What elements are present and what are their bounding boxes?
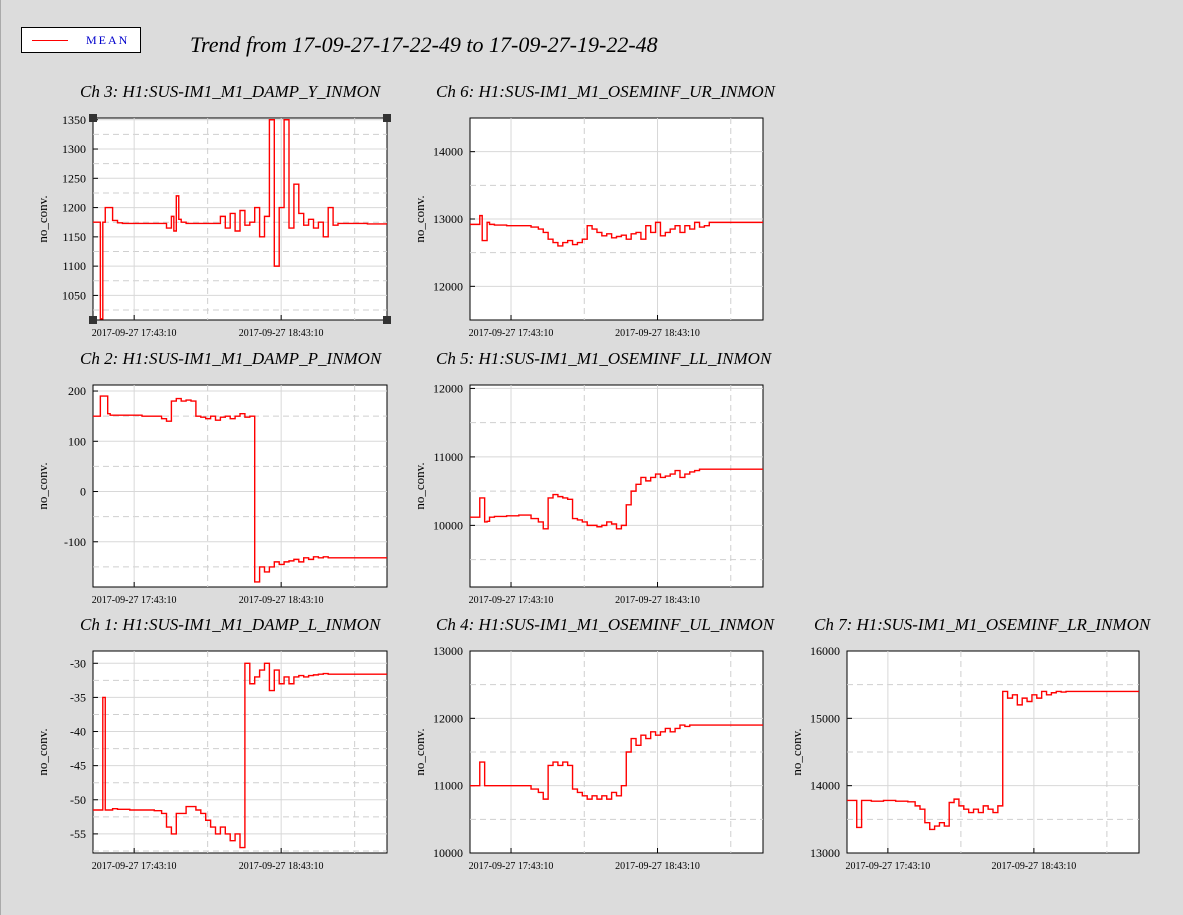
x-tick-label: 2017-09-27 18:43:10 bbox=[615, 861, 700, 872]
y-tick-label: -35 bbox=[70, 690, 86, 704]
plot-area bbox=[469, 384, 764, 588]
x-tick-label: 2017-09-27 18:43:10 bbox=[239, 861, 324, 872]
chart-panel-4: Ch 5: H1:SUS-IM1_M1_OSEMINF_LL_INMON 1000… bbox=[412, 349, 773, 606]
y-tick-label: 1050 bbox=[62, 288, 86, 302]
y-tick-label: 1200 bbox=[62, 201, 86, 215]
y-tick-label: 0 bbox=[80, 485, 86, 499]
y-tick-label: 1150 bbox=[62, 230, 86, 244]
y-tick-label: 13000 bbox=[810, 846, 840, 860]
selection-handle bbox=[89, 114, 97, 122]
x-tick-label: 2017-09-27 18:43:10 bbox=[992, 861, 1077, 872]
page-title: Trend from 17-09-27-17-22-49 to 17-09-27… bbox=[190, 32, 658, 57]
y-tick-label: -30 bbox=[70, 656, 86, 670]
y-tick-label: 13000 bbox=[433, 212, 463, 226]
y-tick-label: 13000 bbox=[433, 644, 463, 658]
x-tick-label: 2017-09-27 18:43:10 bbox=[615, 328, 700, 339]
chart-panel-1: Ch 3: H1:SUS-IM1_M1_DAMP_Y_INMON 1050 1100… bbox=[35, 82, 391, 339]
x-tick-label: 2017-09-27 17:43:10 bbox=[469, 861, 554, 872]
x-tick-label: 2017-09-27 17:43:10 bbox=[469, 595, 554, 606]
chart-title: Ch 4: H1:SUS-IM1_M1_OSEMINF_UL_INMON bbox=[436, 615, 776, 634]
y-tick-label: -50 bbox=[70, 793, 86, 807]
y-tick-label: -100 bbox=[64, 535, 86, 549]
y-tick-label: -55 bbox=[70, 827, 86, 841]
legend-label: MEAN bbox=[86, 33, 130, 47]
y-tick-label: 1250 bbox=[62, 171, 86, 185]
selection-handle bbox=[383, 316, 391, 324]
x-tick-label: 2017-09-27 18:43:10 bbox=[239, 328, 324, 339]
y-tick-label: 12000 bbox=[433, 711, 463, 725]
y-axis-label: no_conv. bbox=[35, 462, 50, 509]
series-line-mean bbox=[847, 690, 1139, 831]
y-axis-label: no_conv. bbox=[35, 728, 50, 775]
y-axis-label: no_conv. bbox=[412, 728, 427, 775]
chart-title: Ch 3: H1:SUS-IM1_M1_DAMP_Y_INMON bbox=[80, 82, 382, 101]
selection-handle bbox=[89, 316, 97, 324]
y-tick-label: 1100 bbox=[62, 259, 86, 273]
chart-panel-3: Ch 2: H1:SUS-IM1_M1_DAMP_P_INMON -100 0 100… bbox=[35, 349, 388, 606]
y-axis-label: no_conv. bbox=[412, 195, 427, 242]
chart-panel-6: Ch 4: H1:SUS-IM1_M1_OSEMINF_UL_INMON 1000… bbox=[412, 615, 776, 872]
y-tick-label: 1350 bbox=[62, 113, 86, 127]
series-line-mean bbox=[93, 119, 387, 320]
y-tick-label: 200 bbox=[68, 384, 86, 398]
series-line-mean bbox=[93, 662, 387, 849]
y-tick-label: 15000 bbox=[810, 711, 840, 725]
x-tick-label: 2017-09-27 17:43:10 bbox=[92, 328, 177, 339]
y-tick-label: 11000 bbox=[433, 779, 463, 793]
y-tick-label: -40 bbox=[70, 725, 86, 739]
y-tick-label: -45 bbox=[70, 759, 86, 773]
x-tick-label: 2017-09-27 18:43:10 bbox=[615, 595, 700, 606]
chart-title: Ch 6: H1:SUS-IM1_M1_OSEMINF_UR_INMON bbox=[436, 82, 777, 101]
chart-panel-5: Ch 1: H1:SUS-IM1_M1_DAMP_L_INMON -30 -35 -4… bbox=[35, 615, 388, 872]
chart-title: Ch 7: H1:SUS-IM1_M1_OSEMINF_LR_INMON bbox=[814, 615, 1152, 634]
chart-panel-7: Ch 7: H1:SUS-IM1_M1_OSEMINF_LR_INMON 1300… bbox=[789, 615, 1152, 872]
series-line-mean bbox=[93, 395, 387, 583]
x-tick-label: 2017-09-27 17:43:10 bbox=[92, 861, 177, 872]
y-tick-label: 11000 bbox=[433, 450, 463, 464]
x-tick-label: 2017-09-27 17:43:10 bbox=[469, 328, 554, 339]
chart-panel-2: Ch 6: H1:SUS-IM1_M1_OSEMINF_UR_INMON 1200… bbox=[412, 82, 777, 339]
y-tick-label: 1300 bbox=[62, 142, 86, 156]
y-axis-label: no_conv. bbox=[35, 195, 50, 242]
chart-title: Ch 2: H1:SUS-IM1_M1_DAMP_P_INMON bbox=[80, 349, 383, 368]
y-tick-label: 16000 bbox=[810, 644, 840, 658]
x-tick-label: 2017-09-27 17:43:10 bbox=[92, 595, 177, 606]
y-axis-label: no_conv. bbox=[789, 728, 804, 775]
y-tick-label: 14000 bbox=[433, 145, 463, 159]
plot-area bbox=[92, 384, 388, 588]
y-tick-label: 100 bbox=[68, 434, 86, 448]
y-tick-label: 12000 bbox=[433, 381, 463, 395]
x-tick-label: 2017-09-27 18:43:10 bbox=[239, 595, 324, 606]
y-axis-label: no_conv. bbox=[412, 462, 427, 509]
selection-handle bbox=[383, 114, 391, 122]
y-tick-label: 10000 bbox=[433, 518, 463, 532]
legend-swatch bbox=[32, 40, 68, 41]
y-tick-label: 12000 bbox=[433, 279, 463, 293]
legend: MEAN bbox=[21, 27, 141, 53]
y-tick-label: 14000 bbox=[810, 779, 840, 793]
x-tick-label: 2017-09-27 17:43:10 bbox=[846, 861, 931, 872]
series-line-mean bbox=[470, 468, 763, 530]
series-line-mean bbox=[470, 724, 763, 800]
chart-title: Ch 1: H1:SUS-IM1_M1_DAMP_L_INMON bbox=[80, 615, 382, 634]
chart-title: Ch 5: H1:SUS-IM1_M1_OSEMINF_LL_INMON bbox=[436, 349, 773, 368]
plot-area bbox=[92, 650, 388, 854]
y-tick-label: 10000 bbox=[433, 846, 463, 860]
series-line-mean bbox=[470, 214, 763, 247]
window-edge bbox=[0, 0, 1, 915]
